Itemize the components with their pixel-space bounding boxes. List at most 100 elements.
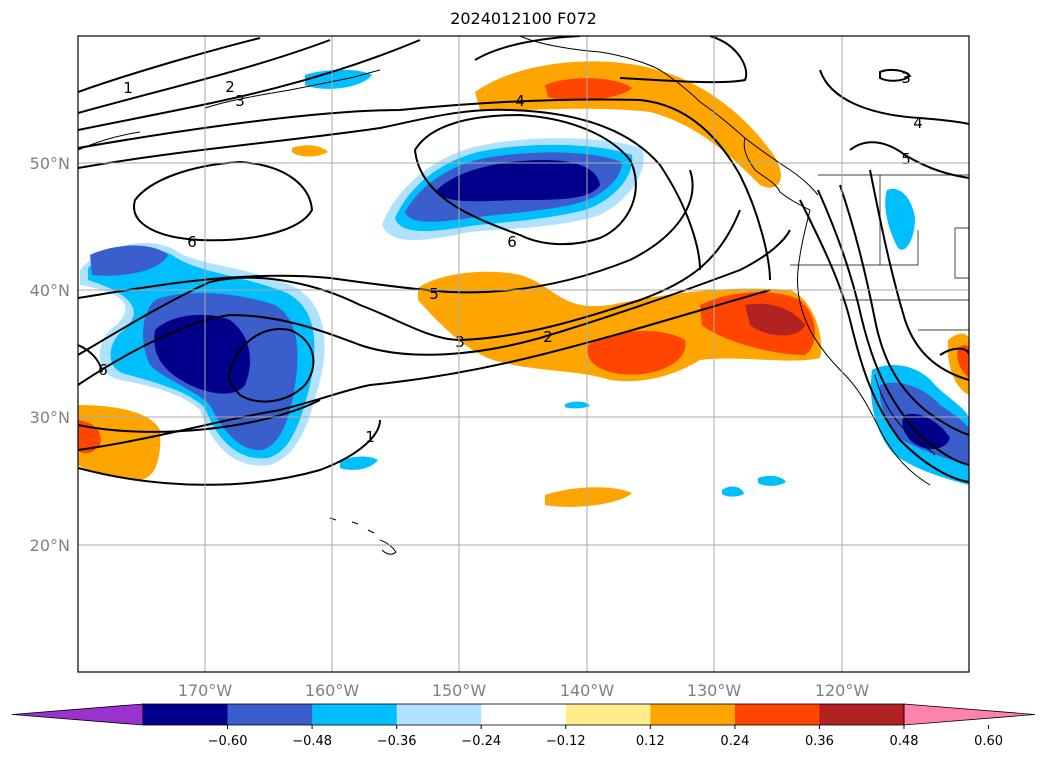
contour-5-trough	[78, 169, 694, 299]
colorbar-segment	[143, 704, 229, 725]
west-coast-us	[797, 209, 931, 486]
aleutian-chain	[204, 69, 381, 109]
contour-2-north	[78, 39, 331, 114]
contour-label: 6	[187, 233, 197, 251]
positive-anomaly-small1	[545, 487, 632, 507]
colorbar: −0.60 −0.48 −0.36 −0.24 −0.12 0.12 0.24 0.36 0.4…	[11, 703, 1036, 749]
colorbar-tick-label: −0.60	[208, 734, 248, 749]
lat-label: 30°N	[30, 408, 70, 427]
contour-label: 3	[235, 92, 245, 110]
contour-label: 3	[455, 333, 465, 351]
anomaly-shading	[78, 61, 969, 507]
hawaii-islands	[329, 517, 397, 555]
positive-anomaly-small2	[292, 145, 328, 157]
longitude-labels: 170°W 160°W 150°W 140°W 130°W 120°W	[178, 681, 870, 700]
lat-label: 40°N	[30, 281, 70, 300]
contour-5-ne	[849, 141, 969, 179]
colorbar-segment	[650, 704, 736, 725]
contour-trough-east-4	[869, 169, 969, 381]
colorbar-tick-label: 0.48	[890, 734, 919, 749]
colorbar-segment	[312, 704, 398, 725]
negative-anomaly-west-core	[154, 314, 250, 394]
lat-label: 50°N	[30, 154, 70, 173]
contour-1-north	[78, 37, 261, 93]
colorbar-segment	[481, 704, 567, 725]
colorbar-segment	[819, 704, 905, 725]
lon-label: 170°W	[178, 681, 233, 700]
contour-3-north	[78, 39, 421, 131]
colorbar-tick-label: −0.12	[546, 734, 586, 749]
positive-anomaly-gulf-core	[545, 78, 632, 101]
contour-1-south	[78, 289, 771, 451]
negative-anomaly-small3	[565, 401, 590, 409]
latitude-labels: 50°N 40°N 30°N 20°N	[30, 154, 70, 555]
contour-6-west	[133, 160, 314, 242]
negative-anomaly-aleutian	[305, 69, 372, 89]
lon-label: 150°W	[432, 681, 487, 700]
contour-low-west	[228, 328, 315, 403]
negative-anomaly-se-core	[902, 413, 950, 450]
colorbar-tick-label: −0.24	[461, 734, 501, 749]
state-borders	[790, 174, 969, 331]
colorbar-segment	[396, 704, 482, 725]
contour-labels: 1 2 3 4 6 6 5 3 2 1 6 3 4 5	[98, 69, 923, 446]
negative-anomaly-bc	[885, 188, 915, 250]
colorbar-extend-high	[903, 703, 1036, 726]
lat-label: 20°N	[30, 536, 70, 555]
baja-coast	[874, 374, 936, 456]
contour-label: 2	[225, 78, 235, 96]
colorbar-tick-label: 0.24	[720, 734, 749, 749]
colorbar-extend-low	[11, 703, 144, 726]
map-panel: 1 2 3 4 6 6 5 3 2 1 6 3 4 5	[78, 36, 969, 672]
contour-3-ne	[879, 68, 912, 82]
alaska-coast	[519, 36, 819, 196]
lon-label: 120°W	[815, 681, 870, 700]
contour-trough-east-3	[839, 184, 969, 436]
contour-label: 6	[507, 233, 517, 251]
negative-anomaly-west2	[90, 245, 168, 276]
contour-label: 4	[913, 114, 923, 132]
contour-w-tick	[78, 344, 103, 373]
contour-6-closed	[413, 113, 637, 246]
contour-trough-east-1	[799, 199, 969, 483]
negative-anomaly-small1	[340, 456, 378, 470]
contour-southwest-2	[78, 419, 381, 486]
lon-label: 140°W	[560, 681, 615, 700]
contour-north-east-arc	[474, 36, 581, 61]
positive-anomaly-band-core1	[587, 330, 686, 375]
contour-label: 6	[98, 361, 108, 379]
colorbar-tick-label: −0.48	[292, 734, 332, 749]
contour-label: 5	[901, 150, 911, 168]
contour-north-east-bend	[619, 36, 748, 84]
positive-anomaly-se-core	[957, 345, 969, 378]
colorbar-segment	[565, 704, 651, 725]
contour-label: 2	[543, 328, 553, 346]
contour-4-ne	[819, 69, 969, 125]
lon-label: 160°W	[305, 681, 360, 700]
contour-label: 1	[365, 428, 375, 446]
bc-coast	[743, 137, 811, 211]
colorbar-tick-label: −0.36	[377, 734, 417, 749]
colorbar-tick-label: 0.36	[805, 734, 834, 749]
colorbar-segment	[227, 704, 313, 725]
negative-anomaly-small4	[722, 486, 744, 497]
lon-label: 130°W	[687, 681, 742, 700]
negative-anomaly-nepac-core	[435, 160, 600, 202]
contour-southwest-1	[78, 399, 321, 433]
colorbar-tick-label: 0.60	[974, 734, 1003, 749]
contour-5-ridge	[78, 108, 701, 271]
colorbar-border	[142, 703, 905, 726]
contour-4-north	[78, 98, 771, 281]
map-frame	[77, 35, 970, 673]
contour-label: 3	[901, 69, 911, 87]
colorbar-segment	[734, 704, 820, 725]
contour-label: 1	[123, 79, 133, 97]
colorbar-tick-label: 0.12	[636, 734, 665, 749]
positive-anomaly-band-max	[745, 303, 805, 336]
contour-label: 5	[429, 285, 439, 303]
contour-label: 4	[515, 92, 525, 110]
negative-anomaly-small2	[758, 475, 786, 486]
map-title: 2024012100 F072	[450, 9, 597, 28]
gridlines	[78, 36, 969, 672]
